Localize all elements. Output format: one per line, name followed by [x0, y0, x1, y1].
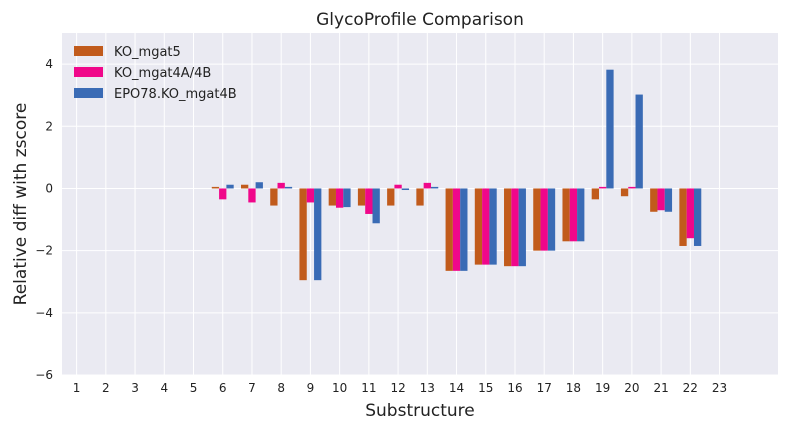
bar	[445, 188, 453, 271]
bar	[401, 188, 410, 191]
bar	[562, 188, 570, 242]
x-tick-label: 3	[131, 381, 139, 395]
bar	[357, 188, 366, 206]
legend-swatch	[74, 46, 103, 56]
x-tick-label: 5	[190, 381, 198, 395]
bar	[226, 184, 234, 189]
bar	[248, 188, 256, 203]
bar	[577, 188, 585, 242]
y-tick-label: −4	[35, 306, 53, 320]
bar	[533, 188, 541, 251]
bar	[518, 188, 526, 267]
bar	[679, 188, 687, 246]
x-tick-label: 2	[102, 381, 110, 395]
bar	[599, 186, 607, 189]
x-tick-label: 8	[277, 381, 285, 395]
y-tick-label: −2	[35, 244, 53, 258]
legend-label: EPO78.KO_mgat4B	[114, 87, 237, 102]
y-tick-label: 0	[45, 181, 53, 195]
bar	[620, 188, 629, 197]
x-tick-label: 14	[449, 381, 464, 395]
bar	[211, 186, 220, 189]
x-tick-label: 22	[683, 381, 698, 395]
x-tick-label: 19	[595, 381, 610, 395]
x-axis-label: Substructure	[365, 401, 475, 421]
bar	[416, 188, 424, 206]
x-tick-label: 15	[478, 381, 493, 395]
x-tick-labels: 1 2 3 4 5 6 7 8 9 10 11 12 13 14 15 16 17 18 19 20 21 22 23	[73, 381, 727, 395]
bar	[540, 188, 548, 251]
x-tick-label: 6	[219, 381, 227, 395]
bar	[511, 188, 519, 267]
legend-swatch	[74, 67, 103, 77]
x-tick-label: 7	[248, 381, 256, 395]
bar	[270, 188, 278, 206]
bar	[693, 188, 702, 246]
x-tick-label: 12	[390, 381, 405, 395]
legend-label: KO_mgat5	[114, 45, 181, 60]
x-tick-label: 23	[712, 381, 727, 395]
bar	[277, 182, 285, 189]
bar	[365, 188, 373, 214]
bar	[460, 188, 468, 271]
bar	[606, 69, 614, 189]
x-tick-label: 17	[537, 381, 552, 395]
bar	[482, 188, 490, 265]
bar	[284, 186, 293, 189]
bar	[328, 188, 336, 206]
y-axis-label: Relative diff with zscore	[11, 103, 31, 306]
legend: KO_mgat5 KO_mgat4A/4B EPO78.KO_mgat4B	[74, 45, 237, 102]
x-tick-label: 21	[653, 381, 668, 395]
chart-title: GlycoProfile Comparison	[316, 10, 524, 30]
y-tick-label: 2	[45, 119, 53, 133]
x-tick-label: 11	[361, 381, 376, 395]
bar	[219, 188, 227, 200]
bar	[686, 188, 694, 239]
x-tick-label: 16	[507, 381, 522, 395]
legend-swatch	[74, 88, 103, 98]
bar	[569, 188, 578, 242]
bar	[299, 188, 307, 281]
bar	[547, 188, 556, 251]
y-tick-label: 4	[45, 57, 53, 71]
x-tick-label: 13	[420, 381, 435, 395]
bars	[211, 69, 702, 281]
y-tick-labels: −6 −4 −2 0 2 4	[35, 57, 53, 382]
legend-label: KO_mgat4A/4B	[114, 66, 211, 81]
x-tick-label: 18	[566, 381, 581, 395]
bar	[474, 188, 483, 265]
bar	[423, 182, 431, 189]
x-tick-label: 4	[160, 381, 168, 395]
bar	[372, 188, 380, 224]
bar	[241, 184, 249, 189]
x-tick-label: 10	[332, 381, 347, 395]
bar	[335, 188, 344, 208]
bar	[657, 188, 665, 211]
bar	[664, 188, 673, 212]
bar	[489, 188, 497, 265]
x-tick-label: 9	[307, 381, 315, 395]
x-tick-label: 1	[73, 381, 81, 395]
bar	[314, 188, 322, 281]
y-tick-label: −6	[35, 368, 53, 382]
bar	[650, 188, 658, 212]
bar	[387, 188, 395, 206]
bar	[591, 188, 599, 200]
bar	[452, 188, 461, 271]
bar	[628, 186, 636, 189]
bar	[394, 184, 402, 189]
bar	[430, 186, 439, 189]
bar	[255, 182, 263, 189]
bar	[343, 188, 351, 208]
bar	[306, 188, 315, 203]
bar	[635, 94, 643, 189]
x-tick-label: 20	[624, 381, 639, 395]
bar	[504, 188, 512, 267]
